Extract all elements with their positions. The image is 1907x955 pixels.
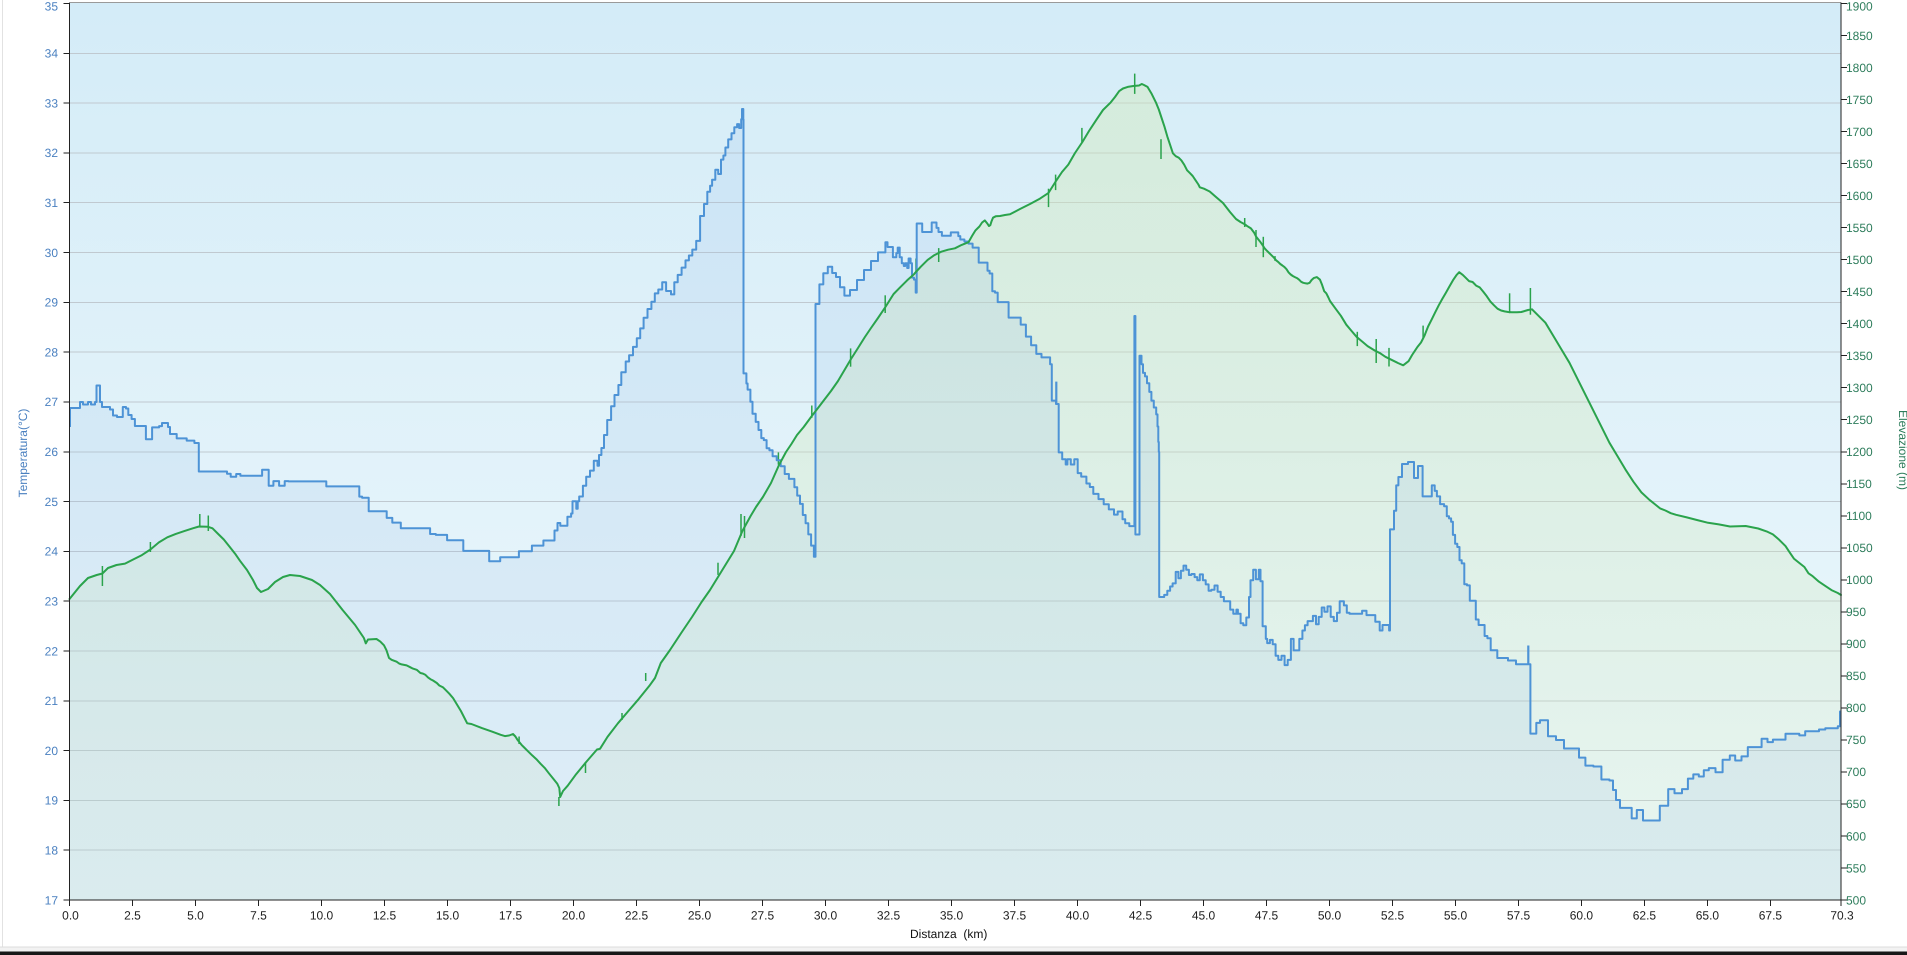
svg-text:1550: 1550 <box>1846 221 1873 235</box>
svg-text:37.5: 37.5 <box>1003 909 1027 923</box>
svg-text:1350: 1350 <box>1846 349 1873 363</box>
svg-text:62.5: 62.5 <box>1633 909 1657 923</box>
svg-text:17.5: 17.5 <box>499 909 523 923</box>
svg-text:550: 550 <box>1846 861 1866 875</box>
svg-text:20.0: 20.0 <box>562 909 586 923</box>
svg-text:40.0: 40.0 <box>1066 909 1090 923</box>
svg-text:25.0: 25.0 <box>688 909 712 923</box>
svg-text:800: 800 <box>1846 701 1866 715</box>
svg-text:1150: 1150 <box>1846 477 1872 491</box>
svg-text:26: 26 <box>45 445 59 459</box>
svg-text:65.0: 65.0 <box>1696 909 1720 923</box>
svg-text:Distanza (km): Distanza (km) <box>910 927 987 941</box>
svg-text:45.0: 45.0 <box>1192 909 1216 923</box>
svg-text:30.0: 30.0 <box>814 909 838 923</box>
svg-text:650: 650 <box>1846 797 1866 811</box>
svg-text:35.0: 35.0 <box>940 909 964 923</box>
svg-text:750: 750 <box>1846 733 1866 747</box>
svg-text:67.5: 67.5 <box>1759 909 1783 923</box>
svg-text:33: 33 <box>45 96 59 110</box>
svg-text:21: 21 <box>45 694 59 708</box>
svg-text:1850: 1850 <box>1846 29 1873 43</box>
svg-text:22: 22 <box>45 644 59 658</box>
svg-text:25: 25 <box>45 495 59 509</box>
svg-text:29: 29 <box>45 296 59 310</box>
svg-text:1450: 1450 <box>1846 285 1873 299</box>
svg-text:10.0: 10.0 <box>310 909 334 923</box>
svg-text:27.5: 27.5 <box>751 909 775 923</box>
svg-text:32.5: 32.5 <box>877 909 901 923</box>
svg-text:1750: 1750 <box>1846 93 1873 107</box>
svg-text:24: 24 <box>45 545 59 559</box>
svg-text:23: 23 <box>45 595 59 609</box>
svg-text:19: 19 <box>45 794 59 808</box>
svg-text:31: 31 <box>45 196 59 210</box>
svg-text:2.5: 2.5 <box>124 909 141 923</box>
svg-text:Temperatura(°C): Temperatura(°C) <box>16 409 30 498</box>
svg-text:70.3: 70.3 <box>1830 909 1854 923</box>
svg-text:500: 500 <box>1846 893 1866 907</box>
svg-text:27: 27 <box>45 395 59 409</box>
svg-text:Elevazione (m): Elevazione (m) <box>1896 410 1907 490</box>
svg-text:0.0: 0.0 <box>62 909 79 923</box>
svg-text:900: 900 <box>1846 637 1866 651</box>
svg-text:1700: 1700 <box>1846 125 1873 139</box>
svg-text:1900: 1900 <box>1846 0 1873 14</box>
svg-text:700: 700 <box>1846 765 1866 779</box>
svg-text:1600: 1600 <box>1846 189 1873 203</box>
svg-text:1650: 1650 <box>1846 157 1873 171</box>
svg-text:28: 28 <box>45 345 59 359</box>
svg-text:1100: 1100 <box>1846 509 1872 523</box>
svg-text:22.5: 22.5 <box>625 909 649 923</box>
svg-text:17: 17 <box>45 893 59 907</box>
svg-text:5.0: 5.0 <box>187 909 204 923</box>
svg-text:1200: 1200 <box>1846 445 1873 459</box>
svg-text:35: 35 <box>45 0 59 14</box>
svg-text:15.0: 15.0 <box>436 909 460 923</box>
svg-text:850: 850 <box>1846 669 1866 683</box>
svg-text:950: 950 <box>1846 605 1866 619</box>
svg-text:55.0: 55.0 <box>1444 909 1468 923</box>
svg-text:600: 600 <box>1846 829 1866 843</box>
svg-text:47.5: 47.5 <box>1255 909 1279 923</box>
svg-text:32: 32 <box>45 146 59 160</box>
svg-text:1000: 1000 <box>1846 573 1873 587</box>
svg-text:34: 34 <box>45 47 59 61</box>
svg-text:57.5: 57.5 <box>1507 909 1531 923</box>
svg-text:1400: 1400 <box>1846 317 1873 331</box>
svg-text:1300: 1300 <box>1846 381 1873 395</box>
svg-text:20: 20 <box>45 744 59 758</box>
svg-text:50.0: 50.0 <box>1318 909 1342 923</box>
svg-text:1500: 1500 <box>1846 253 1873 267</box>
svg-text:52.5: 52.5 <box>1381 909 1405 923</box>
svg-text:1800: 1800 <box>1846 61 1873 75</box>
svg-text:30: 30 <box>45 246 59 260</box>
svg-text:1050: 1050 <box>1846 541 1873 555</box>
svg-text:60.0: 60.0 <box>1570 909 1594 923</box>
svg-text:12.5: 12.5 <box>373 909 397 923</box>
svg-text:7.5: 7.5 <box>250 909 267 923</box>
svg-text:42.5: 42.5 <box>1129 909 1153 923</box>
svg-text:18: 18 <box>45 844 59 858</box>
svg-text:1250: 1250 <box>1846 413 1873 427</box>
